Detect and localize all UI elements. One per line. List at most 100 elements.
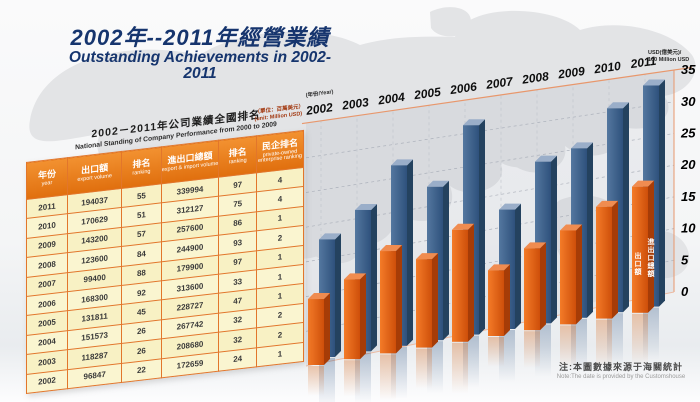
bar-total-2004-top [391,159,413,166]
bar-export-2006-side [468,223,474,342]
y-axis-label-en: 100 Million USD [648,57,689,63]
bar-export-2010-top [596,200,618,207]
bar-export-2011-reflection [632,313,648,366]
year-label-2010: 2010 [592,59,622,77]
bar-total-2008-top [535,155,557,162]
bar-label-total: 進出口總額 [647,238,654,278]
bar-export-2011 [632,186,648,313]
axis-top-line [301,66,693,125]
bar-total-2007-side [515,203,521,329]
bar-total-2006-top [463,119,485,126]
table-cell: 22 [121,358,162,383]
bar-export-2007-reflection [488,337,504,367]
source-note-en: Note:The date is provided by the Customs… [556,373,686,380]
y-tick-20: 20 [680,157,696,172]
bar-export-2002 [308,299,324,365]
bar-export-2007 [488,270,504,336]
bar-total-2009-top [571,142,593,149]
y-tick-10: 10 [681,221,696,236]
gridline-h [305,101,675,159]
bar-total-2011-side [659,79,665,307]
x-axis-label: (年份/Year) [305,87,334,99]
gridline-h [305,133,675,193]
y-tick-5: 5 [681,252,689,267]
year-label-2008: 2008 [520,69,550,87]
page-title: 2002年--2011年經營業績 Outstanding Achievement… [54,26,346,83]
table-cell: 24 [218,347,257,372]
column-header-5: 民企排名 private-owned enterprise ranking [256,130,304,173]
bar-export-2010-reflection [596,319,612,370]
bar-export-2009-side [576,224,582,325]
bar-export-2005-top [416,253,438,260]
bar-export-2003-top [344,273,366,280]
year-label-2009: 2009 [556,64,586,82]
bar-total-2002-top [319,233,341,240]
bar-export-2006 [452,229,468,342]
bar-total-2008-side [551,155,557,324]
page-title-en: Outstanding Achievements in 2002-2011 [68,48,332,83]
bar-export-2004-reflection [380,354,396,401]
bar-export-2005 [416,259,432,348]
map-greenland [430,7,471,37]
bar-export-2010-side [612,200,618,319]
bar-total-2002-side [335,233,341,357]
source-note-zh: 注:本圖數據來源于海關統計 [559,362,683,372]
bar-export-2002-top [308,293,330,300]
year-label-2007: 2007 [484,74,515,92]
bar-total-2010-top [607,102,629,109]
column-header-0: 年份 year [26,157,68,200]
bar-export-2004-top [380,245,402,252]
table-panel: 2002－2011年公司業績全國排名 National Standing of … [26,102,304,394]
bar-total-2004-side [407,159,413,346]
y-tick-0: 0 [681,284,689,299]
bar-export-2004 [380,251,396,354]
year-label-2005: 2005 [412,85,442,103]
bar-export-2011-side [648,180,654,313]
y-tick-35: 35 [681,62,696,77]
bar-total-2006-side [479,119,485,335]
bar-total-2011-top [643,79,665,86]
column-header-4: 排名 ranking [218,135,257,178]
source-note: 注:本圖數據來源于海關統計 Note:The date is provided … [545,362,697,381]
bar-total-2009-side [587,142,593,318]
bar-export-2011-top [632,180,654,187]
bar-export-2009-reflection [560,325,576,368]
bar-export-2002-reflection [308,366,324,396]
performance-table: 年份 year 出口額 export volume 排名 ranking 進出口總額 expo… [26,130,304,394]
bar-total-2007-top [499,203,521,210]
bar-export-2008 [524,248,540,331]
bar-label-export: 出口額 [634,252,641,276]
bar-export-2004-side [396,245,402,354]
bar-total-2003-side [371,203,377,352]
y-tick-15: 15 [681,189,696,204]
y-tick-30: 30 [681,94,696,109]
bar-export-2006-reflection [452,342,468,394]
bar-export-2009 [560,230,576,325]
bar-export-2005-reflection [416,348,432,389]
bar-export-2003 [344,279,360,360]
table-cell: 2002 [26,369,68,394]
bar-export-2008-side [540,242,546,331]
table-body: 2011 194037 55 339994 97 4 2010 170629 51 312127 7… [26,167,304,394]
column-header-2: 排名 ranking [121,146,162,189]
year-label-2004: 2004 [376,90,406,108]
bar-export-2002-side [324,293,330,365]
map-north-america [451,10,696,173]
bar-export-2003-reflection [344,360,360,397]
column-header-1: 出口額 export volume [67,151,122,195]
bar-export-2009-top [560,224,582,231]
bar-total-2010-side [623,102,629,313]
bar-export-2008-top [524,242,546,249]
bar-export-2003-side [360,273,366,360]
year-label-2011: 2011 [629,54,658,72]
year-label-2003: 2003 [340,95,370,113]
y-tick-25: 25 [680,126,696,141]
bar-export-2007-top [488,264,510,271]
page-title-zh: 2002年--2011年經營業績 [70,25,330,50]
bar-total-2005-side [443,180,449,341]
bar-export-2006-top [452,223,474,230]
y-axis-label-zh: USD(億美元)/ [648,48,682,56]
bar-export-2005-side [432,253,438,348]
